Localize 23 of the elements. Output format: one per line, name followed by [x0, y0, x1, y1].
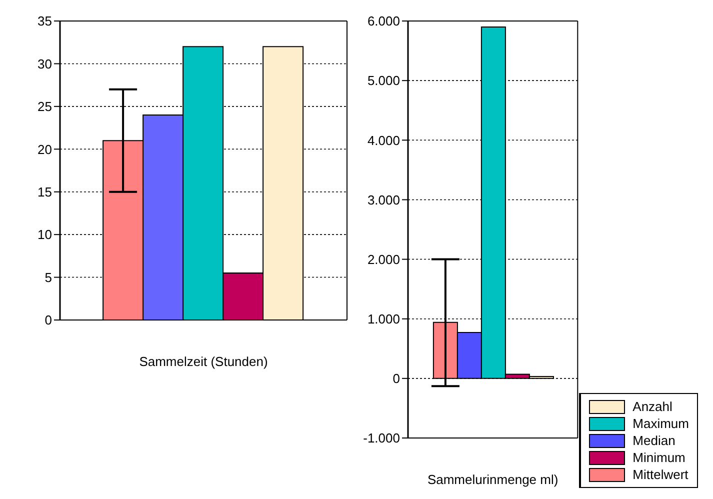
- y-tick-label: 25: [38, 99, 52, 114]
- y-tick-label: 0: [44, 312, 52, 328]
- y-tick-label: 10: [38, 227, 52, 242]
- y-tick-label: 30: [38, 56, 52, 72]
- y-tick-label: 6.000: [367, 14, 400, 29]
- y-tick-label: -1.000: [363, 430, 400, 446]
- legend-label: Minimum: [632, 450, 686, 465]
- y-tick-label: 5.000: [367, 73, 400, 88]
- legend-label: Maximum: [632, 416, 689, 431]
- x-axis-title: Sammelurinmenge ml): [427, 472, 558, 487]
- y-tick-label: 15: [38, 184, 52, 200]
- legend-label: Mittelwert: [632, 467, 688, 482]
- y-tick-label: 35: [38, 14, 52, 29]
- y-tick-label: 5: [44, 270, 52, 285]
- y-tick-label: 3.000: [367, 192, 400, 208]
- y-tick-label: 2.000: [367, 252, 400, 267]
- y-tick-label: 20: [38, 142, 52, 157]
- y-tick-label: 1.000: [367, 311, 400, 326]
- y-tick-label: 4.000: [367, 132, 400, 148]
- x-axis-title: Sammelzeit (Stunden): [139, 354, 268, 369]
- legend-label: Anzahl: [632, 399, 672, 414]
- y-tick-label: 0: [392, 371, 400, 386]
- legend-label: Median: [632, 433, 676, 448]
